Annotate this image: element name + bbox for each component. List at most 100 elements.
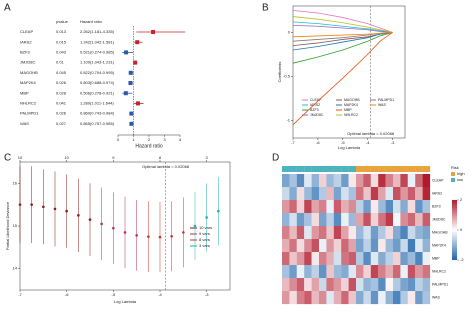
annotation-cell — [422, 166, 431, 172]
heatmap-cell — [296, 239, 305, 253]
heatmap-cell — [363, 239, 371, 253]
heatmap-cell — [356, 239, 364, 253]
heatmap-cell — [363, 291, 371, 305]
y-tick-label: 14 — [13, 266, 18, 271]
row-label: IARS2 — [432, 191, 442, 195]
legend-label: IARS2 — [310, 103, 320, 107]
heatmap-cell — [378, 265, 386, 279]
x-axis-label: Hazard ratio — [135, 143, 162, 149]
hazard-ratio-label: 0.521(0.274-0.985) — [80, 49, 115, 54]
heatmap-cell — [363, 200, 371, 214]
heatmap-cell — [393, 200, 401, 214]
heatmap-cell — [304, 278, 312, 292]
panel-letter: C — [4, 153, 11, 164]
heatmap-cell — [348, 291, 357, 305]
heatmap-cell — [311, 200, 320, 214]
coefficient-path — [292, 10, 393, 33]
heatmap-cell — [422, 174, 431, 188]
heatmap-cell — [282, 174, 290, 188]
heatmap-cell — [415, 174, 423, 188]
y-tick-label: -1 — [286, 117, 290, 122]
heatmap-cell — [422, 213, 431, 227]
heatmap-cell — [415, 200, 423, 214]
heatmap-cell — [407, 265, 416, 279]
heatmap-cell — [311, 213, 320, 227]
y-tick-label: 0 — [288, 29, 291, 34]
heatmap-cell — [422, 226, 431, 240]
top-tick-label: 8 — [159, 155, 162, 160]
coefficient-path — [292, 32, 393, 51]
deviance-point — [158, 235, 162, 239]
heatmap-cell — [341, 252, 349, 266]
top-tick-label: 10 — [64, 155, 69, 160]
heatmap-cell — [385, 252, 394, 266]
annotation-cell — [407, 166, 416, 172]
legend-label: PALMPD1 — [378, 98, 394, 102]
colorbar-segment — [452, 233, 457, 237]
heatmap-cell — [356, 265, 364, 279]
heatmap-cell — [348, 252, 357, 266]
colorbar-segment — [452, 255, 457, 259]
heatmap-cell — [319, 213, 327, 227]
legend-swatch — [451, 172, 455, 176]
heatmap-cell — [370, 226, 379, 240]
heatmap-cell — [319, 252, 327, 266]
heatmap-cell — [378, 239, 386, 253]
colorbar-segment — [452, 209, 457, 213]
hazard-ratio-label: 0.865(0.757-0.985) — [80, 121, 115, 126]
colorbar-segment — [452, 221, 457, 225]
top-tick-label: 3 — [206, 155, 209, 160]
colorbar-segment — [452, 207, 457, 211]
heatmap-cell — [407, 174, 416, 188]
heatmap-cell — [333, 213, 342, 227]
deviance-point — [112, 226, 115, 230]
heatmap-cell — [370, 265, 379, 279]
heatmap-cell — [407, 213, 416, 227]
p-value: 0.01 — [56, 60, 65, 65]
coefficient-path — [292, 32, 393, 38]
heatmap-cell — [400, 291, 408, 305]
deviance-point — [123, 231, 127, 234]
hazard-ratio-label: 1.109(1.043-1.231) — [80, 60, 115, 65]
heatmap-cell — [326, 213, 334, 227]
heatmap-cell — [400, 187, 408, 201]
legend-label: BZF3 — [310, 108, 319, 112]
heatmap-cell — [289, 265, 297, 279]
colorbar-tick-label: 0 — [460, 227, 463, 232]
heatmap-cell — [422, 252, 431, 266]
column-header: Hazard ratio — [80, 19, 103, 24]
annotation-cell — [393, 166, 401, 172]
x-tick-label: 4 — [179, 137, 182, 142]
x-tick-label: -7 — [18, 292, 22, 297]
heatmap-cell — [385, 174, 394, 188]
annotation-cell — [400, 166, 408, 172]
row-label: CLEAP — [432, 178, 444, 182]
legend-label: JMJD8C — [310, 113, 324, 117]
heatmap-cell — [378, 213, 386, 227]
heatmap-cell — [289, 226, 297, 240]
heatmap-cell — [326, 239, 334, 253]
heatmap-cell — [378, 187, 386, 201]
colorbar-segment — [452, 241, 457, 245]
heatmap-cell — [407, 226, 416, 240]
heatmap-cell — [333, 174, 342, 188]
hazard-ratio-label: 1.242(1.042-1.581) — [80, 39, 115, 44]
annotation: Optimal lambda = 0.02068 — [347, 131, 395, 136]
heatmap-cell — [393, 278, 401, 292]
hazard-ratio-label: 0.803(0.688-0.974) — [80, 80, 115, 85]
heatmap-cell — [378, 278, 386, 292]
heatmap-cell — [385, 213, 394, 227]
heatmap-cell — [378, 174, 386, 188]
x-tick-label: -3 — [391, 140, 395, 145]
colorbar-segment — [452, 199, 457, 203]
colorbar-segment — [452, 237, 457, 241]
heatmap-cell — [326, 226, 334, 240]
deviance-point — [65, 209, 68, 213]
heatmap-cell — [326, 200, 334, 214]
heatmap-cell — [356, 200, 364, 214]
heatmap-cell — [407, 291, 416, 305]
colorbar-tick-label: 2 — [460, 197, 463, 202]
heatmap-cell — [296, 200, 305, 214]
heatmap-cell — [341, 239, 349, 253]
x-axis-label: Log Lambda — [114, 299, 137, 304]
